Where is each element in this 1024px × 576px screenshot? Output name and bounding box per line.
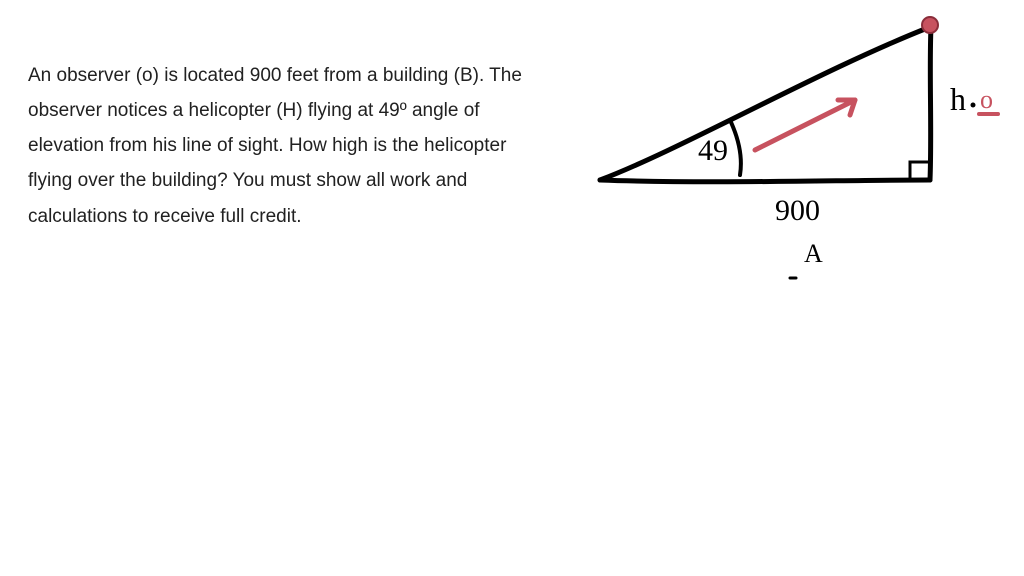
height-label-dot xyxy=(971,103,976,108)
angle-label: 49 xyxy=(698,134,728,167)
diagram-svg: 49 900 A h o xyxy=(560,0,1024,576)
helicopter-dot xyxy=(922,17,938,33)
height-label-o: o xyxy=(980,85,993,114)
sight-arrow-shaft xyxy=(755,100,855,150)
hypotenuse-line xyxy=(600,27,930,180)
base-length-label: 900 xyxy=(775,194,820,227)
right-angle-mark xyxy=(910,162,930,180)
base-line xyxy=(600,180,930,182)
letter-a: A xyxy=(804,239,823,268)
angle-arc xyxy=(730,120,741,175)
triangle-diagram: 49 900 A h o xyxy=(560,0,1024,576)
height-label-h: h xyxy=(950,81,966,117)
problem-statement: An observer (o) is located 900 feet from… xyxy=(0,0,560,576)
height-line xyxy=(930,27,931,180)
